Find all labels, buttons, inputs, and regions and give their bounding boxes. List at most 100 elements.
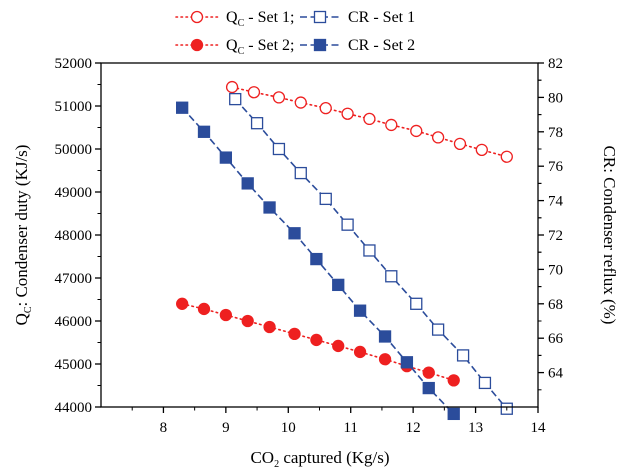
x-axis-title-subscript: 2 [274, 459, 279, 470]
y-right-tick-label: 74 [548, 194, 564, 210]
legend-marker-square-filled [313, 38, 327, 52]
y-right-tick-label: 64 [548, 366, 564, 382]
y-left-tick-label: 48000 [55, 228, 93, 244]
y-axis-left-title-subscript: C [23, 306, 34, 313]
legend-label-subscript: C [238, 18, 245, 29]
legend-label-part: Q [226, 9, 238, 26]
y-right-tick-label: 68 [548, 297, 563, 313]
legend: QC - Set 1; CR - Set 1 QC - Set 2; CR - … [175, 9, 415, 57]
data-point-circle [332, 339, 345, 353]
data-point-square [363, 244, 376, 257]
data-point-square [294, 166, 307, 180]
legend-label: QC - Set 1; [226, 9, 294, 29]
data-point-circle [500, 150, 513, 163]
legend-marker-square-open [313, 10, 327, 24]
x-tick-label: 9 [222, 420, 230, 436]
y-axis-left-title: QC: Condenser duty (KJ/s) [12, 145, 34, 326]
x-axis: 8 9 10 11 12 13 14 [131, 407, 546, 436]
data-point-circle [247, 86, 261, 99]
y-right-tick-label: 66 [548, 331, 564, 347]
data-point-square [341, 218, 354, 231]
legend-marker-circle-filled [190, 38, 204, 52]
y-right-tick-label: 82 [548, 56, 563, 72]
legend-label: CR - Set 1 [348, 9, 415, 26]
data-point-circle [341, 107, 354, 120]
legend-label-part: Q [226, 37, 238, 54]
data-point-square [219, 151, 233, 164]
data-point-circle [176, 297, 189, 310]
x-axis-title-part: CO [250, 448, 274, 467]
y-right-tick-label: 72 [548, 228, 563, 244]
data-point-circle [294, 96, 307, 109]
data-point-square [310, 252, 323, 266]
series-layer [176, 80, 513, 421]
y-right-tick-label: 70 [548, 262, 563, 278]
data-point-square [456, 349, 470, 362]
y-axis-left: 44000 45000 46000 47000 48000 49000 50000 51000… [55, 56, 101, 416]
data-point-circle [241, 314, 254, 328]
data-point-square [400, 356, 414, 369]
data-point-circle [353, 345, 367, 359]
legend-label: QC - Set 2; [226, 37, 294, 57]
x-tick-label: 11 [343, 420, 357, 436]
data-point-square [353, 304, 367, 317]
data-point-square [478, 376, 492, 390]
y-left-tick-label: 47000 [55, 271, 93, 287]
data-point-circle [453, 137, 467, 150]
y-axis-right: 64 66 68 70 72 74 76 78 80 82 [538, 56, 564, 391]
y-right-tick-label: 80 [548, 90, 563, 106]
data-point-square [378, 330, 392, 343]
y-left-tick-label: 44000 [55, 400, 93, 416]
x-axis-title: CO2 captured (Kg/s) [250, 448, 389, 470]
x-axis-title-part: captured (Kg/s) [279, 448, 389, 467]
legend-entry: CR - Set 2 [300, 37, 415, 54]
data-point-square [250, 117, 264, 130]
legend-label-subscript: C [238, 46, 245, 57]
legend-label-part: - Set 1; [244, 9, 294, 26]
y-right-tick-label: 76 [548, 159, 564, 175]
data-point-circle [263, 320, 276, 334]
legend-marker-circle-open [190, 10, 204, 24]
data-point-circle [197, 302, 211, 316]
data-point-square [263, 201, 276, 214]
data-point-circle [447, 374, 460, 387]
data-point-square [431, 323, 445, 336]
data-point-square [229, 92, 242, 106]
data-point-square [385, 270, 398, 283]
legend-entry: CR - Set 1 [300, 9, 415, 26]
data-point-square [319, 192, 332, 206]
y-axis-right-title: CR: Condenser reflux (%) [600, 146, 619, 325]
y-right-tick-label: 78 [548, 125, 563, 141]
data-point-square [422, 381, 435, 395]
data-point-circle [410, 124, 423, 138]
x-tick-label: 13 [468, 420, 483, 436]
y-left-tick-label: 45000 [55, 357, 93, 373]
data-point-square [241, 177, 254, 190]
legend-entry: QC - Set 2; [175, 37, 294, 57]
data-point-square [447, 407, 460, 421]
data-point-circle [219, 308, 233, 322]
data-point-circle [288, 327, 301, 341]
y-left-tick-label: 52000 [55, 56, 93, 72]
y-axis-left-title-part: Q [12, 313, 31, 325]
legend-label: CR - Set 2 [348, 37, 415, 54]
y-left-tick-label: 51000 [55, 99, 93, 115]
data-point-square [288, 227, 301, 240]
y-axis-left-title-part: : Condenser duty (KJ/s) [12, 145, 31, 307]
data-point-circle [475, 143, 488, 157]
data-point-square [410, 297, 423, 310]
y-left-tick-label: 50000 [55, 142, 93, 158]
data-point-circle [422, 366, 435, 379]
y-left-tick-label: 49000 [55, 185, 93, 201]
data-point-circle [272, 91, 286, 104]
data-point-circle [225, 80, 239, 94]
legend-label-part: - Set 2; [244, 37, 294, 54]
plot-frame [100, 62, 539, 408]
data-point-circle [431, 131, 445, 144]
data-point-circle [319, 102, 332, 115]
data-point-square [176, 101, 189, 114]
x-tick-label: 12 [406, 420, 421, 436]
data-point-circle [378, 353, 392, 366]
x-tick-label: 8 [160, 420, 168, 436]
